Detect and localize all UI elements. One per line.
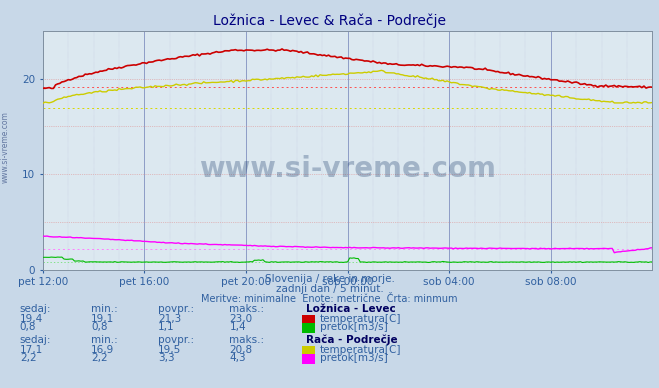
- Text: Ložnica - Levec: Ložnica - Levec: [306, 304, 396, 314]
- Text: temperatura[C]: temperatura[C]: [320, 345, 401, 355]
- Text: 2,2: 2,2: [20, 353, 36, 363]
- Text: www.si-vreme.com: www.si-vreme.com: [199, 156, 496, 184]
- Text: povpr.:: povpr.:: [158, 335, 194, 345]
- Text: 23,0: 23,0: [229, 314, 252, 324]
- Text: pretok[m3/s]: pretok[m3/s]: [320, 322, 387, 332]
- Text: Rača - Podrečje: Rača - Podrečje: [306, 335, 398, 345]
- Text: pretok[m3/s]: pretok[m3/s]: [320, 353, 387, 363]
- Text: 0,8: 0,8: [20, 322, 36, 332]
- Text: maks.:: maks.:: [229, 335, 264, 345]
- Text: 19,4: 19,4: [20, 314, 43, 324]
- Text: 20,8: 20,8: [229, 345, 252, 355]
- Text: Meritve: minimalne  Enote: metrične  Črta: minmum: Meritve: minimalne Enote: metrične Črta:…: [201, 294, 458, 304]
- Text: temperatura[C]: temperatura[C]: [320, 314, 401, 324]
- Text: 1,4: 1,4: [229, 322, 246, 332]
- Text: povpr.:: povpr.:: [158, 304, 194, 314]
- Text: 17,1: 17,1: [20, 345, 43, 355]
- Text: maks.:: maks.:: [229, 304, 264, 314]
- Text: www.si-vreme.com: www.si-vreme.com: [1, 111, 10, 184]
- Text: zadnji dan / 5 minut.: zadnji dan / 5 minut.: [275, 284, 384, 294]
- Text: Slovenija / reke in morje.: Slovenija / reke in morje.: [264, 274, 395, 284]
- Text: 19,1: 19,1: [91, 314, 114, 324]
- Text: 3,3: 3,3: [158, 353, 175, 363]
- Text: sedaj:: sedaj:: [20, 304, 51, 314]
- Text: 19,5: 19,5: [158, 345, 181, 355]
- Text: Ložnica - Levec & Rača - Podrečje: Ložnica - Levec & Rača - Podrečje: [213, 14, 446, 28]
- Text: min.:: min.:: [91, 304, 118, 314]
- Text: 16,9: 16,9: [91, 345, 114, 355]
- Text: 2,2: 2,2: [91, 353, 107, 363]
- Text: sedaj:: sedaj:: [20, 335, 51, 345]
- Text: 4,3: 4,3: [229, 353, 246, 363]
- Text: 1,1: 1,1: [158, 322, 175, 332]
- Text: 21,3: 21,3: [158, 314, 181, 324]
- Text: min.:: min.:: [91, 335, 118, 345]
- Text: 0,8: 0,8: [91, 322, 107, 332]
